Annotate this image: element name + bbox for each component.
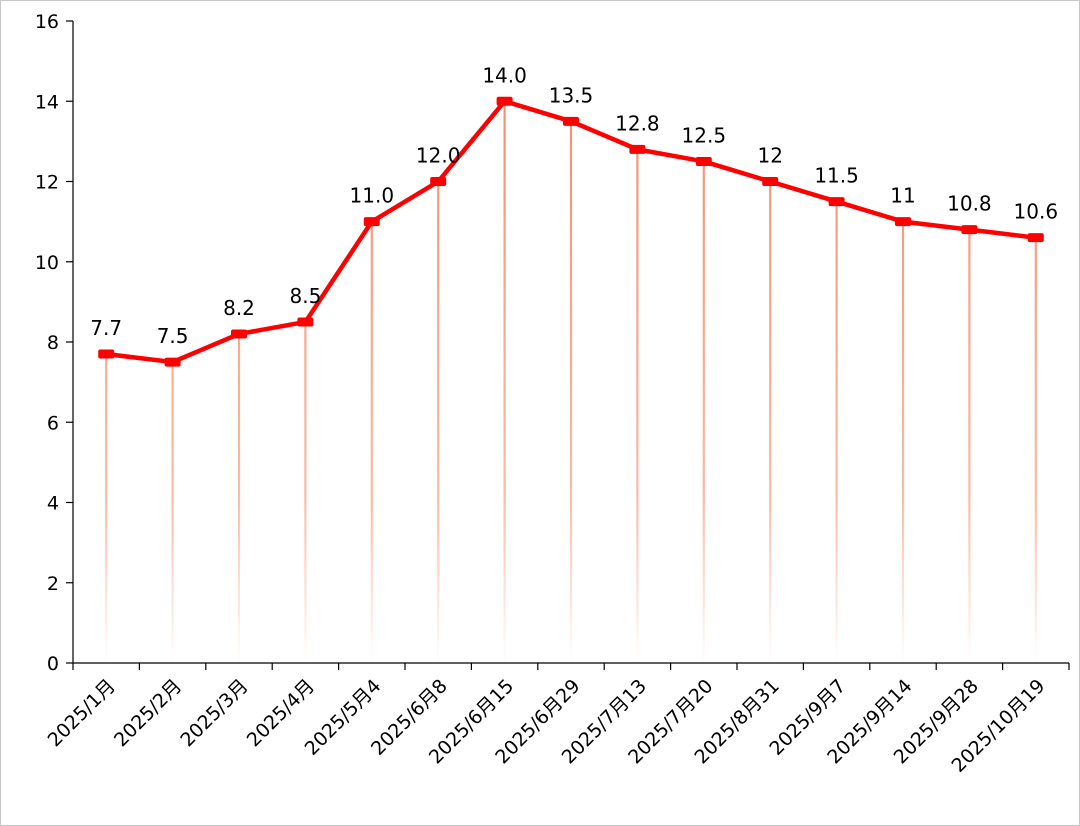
- data-label: 10.8: [947, 192, 992, 216]
- data-label: 10.6: [1014, 200, 1059, 224]
- x-category-label: 2025/3月: [176, 675, 252, 751]
- data-label: 11: [890, 184, 915, 208]
- data-point-marker: [563, 116, 579, 126]
- data-point-marker: [961, 225, 978, 235]
- data-label: 11.0: [350, 184, 395, 208]
- y-tick-label: 8: [47, 332, 59, 354]
- y-tick-label: 16: [35, 11, 59, 33]
- data-label: 12.0: [416, 144, 461, 168]
- data-point-marker: [695, 156, 712, 166]
- data-point-marker: [297, 317, 314, 327]
- data-label: 11.5: [814, 164, 859, 188]
- data-point-marker: [828, 197, 845, 207]
- data-point-marker: [98, 349, 115, 359]
- data-point-marker: [496, 96, 513, 106]
- data-label: 12.8: [615, 111, 660, 135]
- data-label: 13.5: [549, 83, 594, 107]
- data-label: 7.5: [157, 324, 189, 348]
- y-tick-label: 4: [47, 493, 59, 515]
- y-axis: 0 2 4 6 8 10 12 14 16: [35, 11, 74, 675]
- y-tick-label: 10: [35, 252, 59, 274]
- data-label: 8.5: [289, 284, 321, 308]
- drop-lines: [105, 101, 1037, 663]
- data-point-marker: [164, 357, 181, 367]
- data-point-marker: [895, 217, 911, 227]
- data-point-marker: [629, 144, 646, 154]
- data-label: 12.5: [682, 123, 727, 147]
- y-tick-label: 12: [35, 172, 59, 194]
- data-label: 8.2: [223, 296, 255, 320]
- y-tick-label: 14: [35, 91, 59, 113]
- data-labels: 7.7 7.5 8.2 8.5 11.0 12.0 14.0 13.5 12.8 12.5 12 11…: [90, 63, 1058, 348]
- data-point-marker: [430, 177, 447, 186]
- markers: [98, 96, 1044, 367]
- y-tick-label: 0: [47, 653, 59, 675]
- y-tick-label: 6: [47, 412, 59, 434]
- data-point-marker: [363, 217, 380, 227]
- x-category-label: 2025/2月: [110, 675, 186, 751]
- y-tick-label: 2: [47, 573, 59, 595]
- data-label: 12: [757, 144, 782, 168]
- x-axis: 2025/1月2025/2月2025/3月2025/4月2025/5月42025…: [44, 662, 1070, 777]
- data-point-marker: [762, 177, 779, 186]
- data-label: 7.7: [90, 316, 122, 340]
- data-label: 14.0: [482, 63, 527, 87]
- x-category-label: 2025/1月: [44, 675, 120, 751]
- data-point-marker: [231, 329, 247, 339]
- data-point-marker: [1027, 233, 1044, 243]
